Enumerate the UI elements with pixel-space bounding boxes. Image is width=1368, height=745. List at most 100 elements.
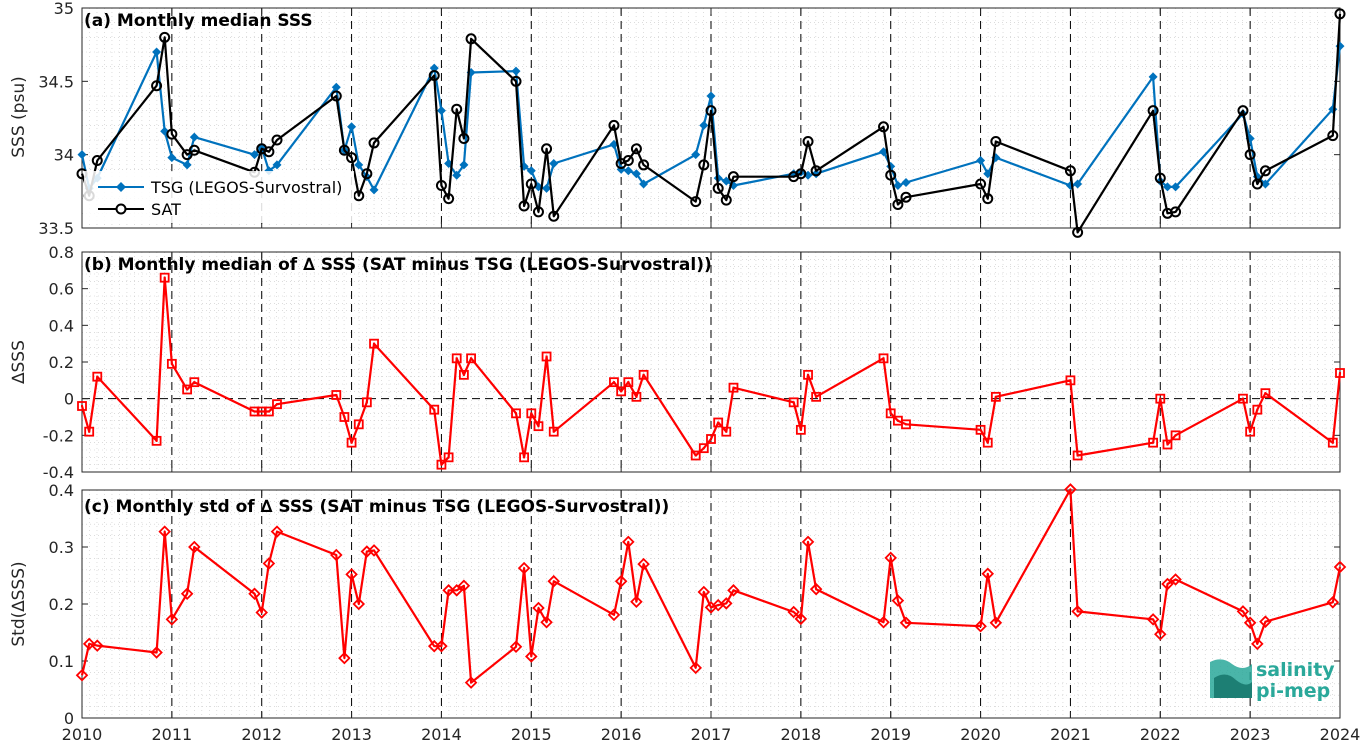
data-point [331,390,342,400]
data-point [457,579,471,593]
data-point [255,606,268,619]
data-point [990,135,1002,147]
y-tick-label: 0.4 [49,316,74,335]
data-point [82,637,96,651]
legend-box [84,171,354,223]
data-point-center [792,401,795,404]
data-point [639,179,649,189]
y-tick-label: -0.2 [43,426,74,445]
data-point [631,391,642,402]
data-point [270,525,284,538]
data-point [885,408,896,419]
data-point [989,616,1003,630]
data-point [1162,439,1173,450]
plot-area-2: 0 0.1 0.2 0.3 0.4 2010 2011 2012 2013 2014 2015 201… [49,481,1361,744]
x-tick-label: 2010 [62,725,103,744]
data-point-center [96,375,99,378]
data-point [272,160,282,170]
data-point [630,595,643,608]
data-point-center [88,430,91,433]
data-point [451,103,463,115]
data-point [429,404,440,415]
salinity-pi-mep-logo: salinity pi-mep [1210,659,1335,702]
data-point [810,165,822,177]
y-tick-label: 0.2 [49,353,74,372]
x-tick-label: 2014 [421,725,462,744]
data-point-center [612,381,615,384]
data-point [263,146,275,158]
data-point [464,676,478,689]
data-point [436,106,446,116]
data-point [452,170,462,180]
data-point-center [275,403,278,406]
data-point [1162,182,1172,192]
data-point [982,437,993,448]
y-tick-label: 0.2 [49,595,74,614]
x-tick-label: 2024 [1320,725,1361,744]
y-tick-label: 34 [54,146,74,165]
data-point-center [1264,392,1267,395]
panel-b-title: (b) Monthly median of ∆ SSS (SAT minus T… [84,255,712,275]
data-point [182,160,192,170]
data-point [548,210,560,222]
data-point [690,196,702,208]
data-point [429,63,439,73]
data-point [1169,573,1182,586]
data-point-center [530,412,533,415]
data-point [511,408,521,419]
data-point [166,358,177,369]
data-point [1251,178,1263,190]
data-point [1072,226,1084,238]
data-point [518,200,530,212]
data-point [167,153,177,163]
data-point [458,369,469,380]
data-point-center [694,454,697,457]
data-point [465,33,477,45]
x-tick-label: 2016 [601,725,642,744]
data-point-center [1152,441,1155,444]
data-point [623,377,634,388]
x-tick-label: 2019 [870,725,911,744]
data-point [616,386,627,397]
data-point-center [710,438,712,440]
data-point [713,417,724,428]
x-tick-label: 2015 [511,725,552,744]
data-point-center [462,373,465,376]
data-point [720,597,733,610]
data-point-center [642,373,645,376]
data-point-center [807,373,810,376]
data-point [330,90,342,102]
y-tick-label: 33.5 [38,219,74,238]
data-point [345,568,358,581]
data-point [1071,605,1084,618]
data-point-center [1331,441,1334,444]
data-point [1236,605,1250,618]
data-point [346,437,357,448]
data-point [631,169,641,179]
data-point [150,646,163,659]
data-point [721,426,732,437]
data-point [1161,577,1174,591]
data-point [369,185,379,195]
data-point [180,587,194,601]
data-point [691,150,701,160]
data-point [1327,130,1339,142]
x-tick-label: 2022 [1140,725,1181,744]
data-point-center [163,276,166,279]
data-point [1064,483,1077,496]
data-point [901,178,911,188]
data-point-center [620,390,623,393]
data-point [510,75,522,87]
data-point [609,377,619,388]
data-point [338,144,350,156]
data-point [75,668,89,682]
data-point [809,582,823,596]
plot-area-1: -0.4 -0.2 0 0.2 0.4 0.6 0.8 [43,243,1345,482]
x-tick-label: 2023 [1230,725,1271,744]
data-point [1171,182,1181,192]
data-point [519,452,529,463]
data-point [517,561,531,575]
data-point [976,156,986,166]
y-tick-label: 0.1 [49,652,74,671]
data-point [541,143,553,155]
